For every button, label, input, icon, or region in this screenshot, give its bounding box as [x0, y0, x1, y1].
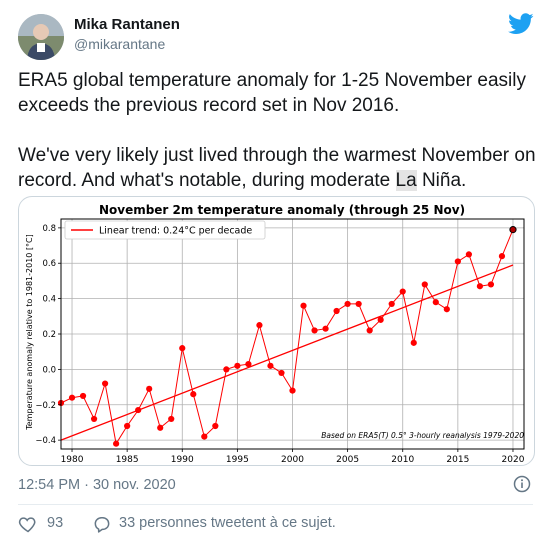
data-point	[278, 369, 285, 377]
data-point	[245, 360, 252, 368]
data-point	[124, 422, 131, 430]
chart-title: November 2m temperature anomaly (through…	[99, 203, 465, 217]
y-tick-label: 0.2	[42, 330, 56, 340]
data-point-highlight	[509, 226, 517, 234]
info-icon[interactable]	[513, 475, 531, 493]
legend-label: Linear trend: 0.24°C per decade	[99, 226, 252, 237]
data-point	[101, 380, 109, 387]
x-tick-label: 1980	[61, 455, 84, 465]
x-tick-label: 2000	[281, 455, 304, 465]
data-point	[410, 339, 417, 346]
chart-image[interactable]: November 2m temperature anomaly (through…	[18, 196, 535, 466]
highlighted-word: La	[395, 170, 417, 191]
data-point	[234, 362, 241, 369]
like-count[interactable]: 93	[47, 515, 64, 531]
data-point	[355, 300, 362, 308]
data-point	[322, 325, 329, 332]
tweet-paragraph-2-text: We've very likely just lived through the…	[18, 145, 541, 191]
data-point	[223, 366, 230, 373]
data-point	[267, 362, 274, 369]
y-tick-label: 0.4	[42, 295, 56, 305]
data-point	[256, 322, 263, 329]
data-point	[377, 316, 384, 323]
speech-bubble-icon[interactable]	[92, 514, 112, 534]
data-point	[289, 387, 296, 394]
data-point	[135, 406, 142, 414]
y-tick-label: 0.6	[42, 259, 56, 269]
tweet-text: ERA5 global temperature anomaly for 1-25…	[18, 68, 538, 193]
data-point	[366, 327, 373, 334]
temperature-anomaly-chart: November 2m temperature anomaly (through…	[25, 203, 525, 465]
twitter-bird-icon[interactable]	[508, 13, 534, 35]
data-point	[190, 391, 197, 398]
heart-icon[interactable]	[18, 514, 38, 534]
x-tick-label: 1995	[226, 455, 249, 465]
data-point	[344, 300, 351, 308]
data-point	[333, 307, 340, 315]
y-tick-label: −0.4	[35, 436, 56, 446]
tweet-timestamp[interactable]: 12:54 PM · 30 nov. 2020	[18, 477, 176, 493]
author-name[interactable]: Mika Rantanen	[74, 16, 180, 33]
data-point	[179, 345, 186, 352]
data-point	[90, 415, 98, 423]
tweet-paragraph-2-end: Niña.	[416, 170, 467, 191]
data-point	[465, 251, 472, 258]
data-point	[421, 281, 428, 288]
retweet-summary[interactable]: 33 personnes tweetent à ce sujet.	[119, 515, 336, 531]
x-tick-label: 2005	[336, 455, 359, 465]
data-point	[432, 299, 439, 306]
y-tick-label: 0.8	[42, 224, 56, 234]
data-point	[146, 385, 153, 392]
data-point	[498, 253, 506, 260]
data-point	[300, 302, 307, 309]
chart-legend: Linear trend: 0.24°C per decade	[64, 220, 266, 240]
data-point	[454, 258, 461, 265]
tweet-paragraph-2: We've very likely just lived through the…	[18, 145, 541, 191]
tweet-paragraph-1: ERA5 global temperature anomaly for 1-25…	[18, 70, 532, 116]
author-handle[interactable]: @mikarantane	[74, 36, 166, 52]
y-tick-label: −0.2	[35, 401, 56, 411]
avatar[interactable]	[18, 14, 64, 60]
data-point	[113, 440, 120, 447]
data-point	[201, 433, 208, 440]
x-tick-label: 1990	[171, 455, 194, 465]
data-point	[476, 283, 484, 290]
data-point	[68, 394, 76, 401]
x-tick-label: 2020	[502, 455, 525, 465]
data-point	[388, 300, 395, 308]
data-point	[157, 424, 164, 431]
data-point	[487, 281, 495, 288]
data-point	[168, 415, 175, 423]
data-point	[212, 422, 219, 430]
x-tick-label: 2010	[391, 455, 414, 465]
y-axis-label: Temperature anomaly relative to 1981-201…	[25, 234, 34, 431]
chart-annotation: Based on ERA5(T) 0.5° 3-hourly reanalysi…	[321, 431, 524, 440]
x-tick-label: 1985	[116, 455, 139, 465]
data-point	[399, 288, 406, 295]
data-point	[443, 306, 450, 313]
data-point	[311, 327, 318, 334]
divider	[18, 504, 533, 505]
y-tick-label: 0.0	[42, 365, 56, 375]
x-tick-label: 2015	[446, 455, 469, 465]
data-point	[79, 392, 87, 400]
